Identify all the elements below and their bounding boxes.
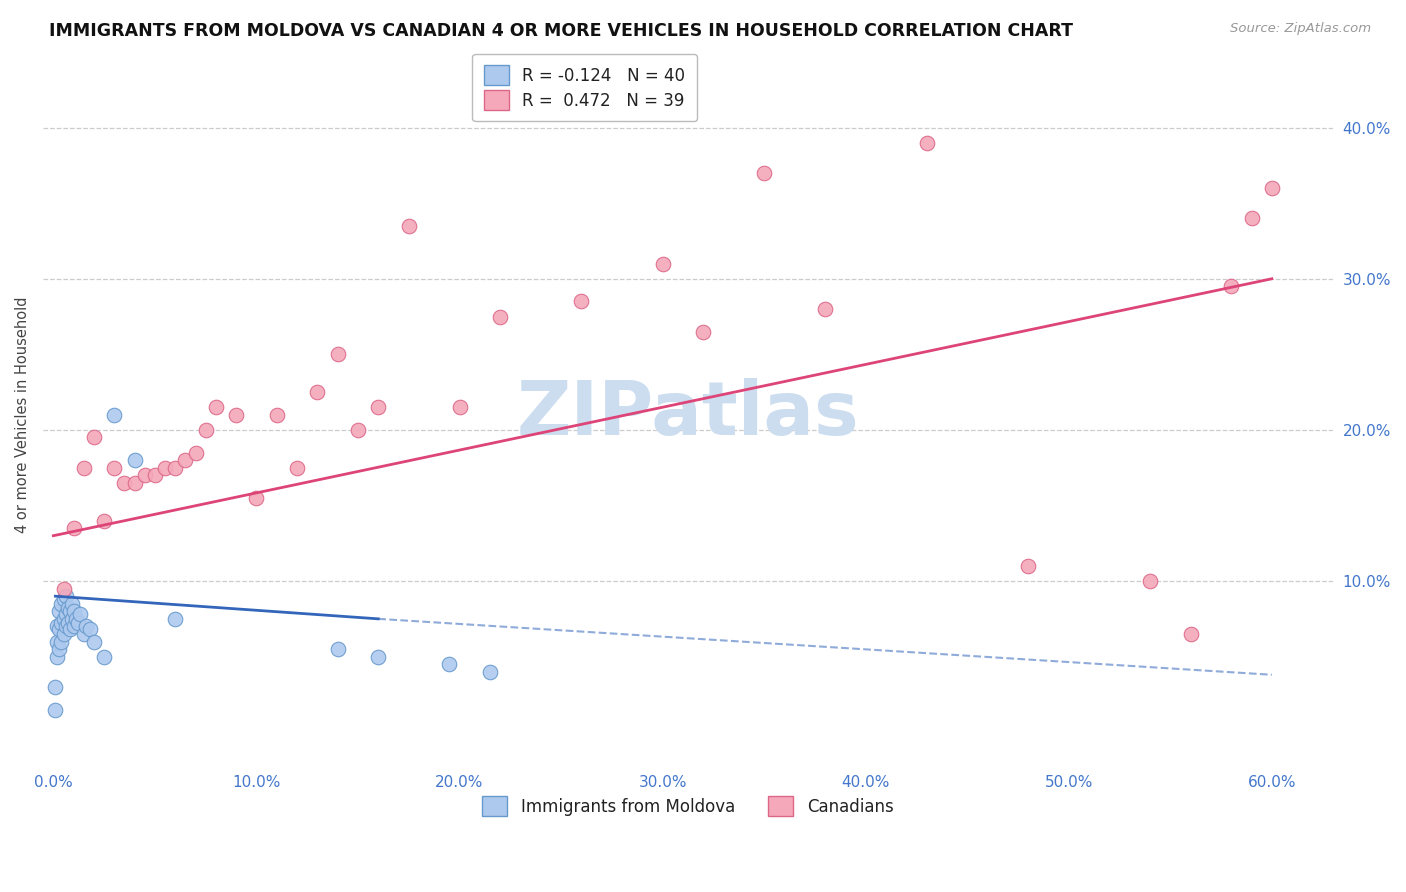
Point bbox=[55, 607, 77, 622]
Point bbox=[143, 468, 166, 483]
Point bbox=[204, 401, 226, 415]
Point bbox=[134, 468, 156, 483]
Point bbox=[51, 616, 73, 631]
Point bbox=[56, 616, 79, 631]
Point bbox=[165, 612, 187, 626]
Point bbox=[112, 475, 135, 490]
Point bbox=[51, 597, 73, 611]
Point bbox=[52, 627, 75, 641]
Point bbox=[266, 408, 288, 422]
Point bbox=[46, 649, 69, 664]
Point bbox=[915, 136, 938, 150]
Point bbox=[73, 460, 96, 475]
Point bbox=[58, 623, 80, 637]
Point bbox=[62, 604, 84, 618]
Point bbox=[367, 649, 389, 664]
Point bbox=[439, 657, 461, 672]
Point bbox=[347, 423, 370, 437]
Point bbox=[58, 604, 80, 618]
Point bbox=[44, 702, 66, 716]
Point bbox=[174, 453, 197, 467]
Point bbox=[165, 460, 187, 475]
Point bbox=[1240, 211, 1263, 226]
Point bbox=[66, 616, 89, 631]
Text: Source: ZipAtlas.com: Source: ZipAtlas.com bbox=[1230, 22, 1371, 36]
Point bbox=[478, 665, 501, 679]
Point bbox=[93, 649, 115, 664]
Point bbox=[93, 514, 115, 528]
Point bbox=[326, 642, 349, 657]
Point bbox=[752, 166, 775, 180]
Point bbox=[52, 612, 75, 626]
Point bbox=[62, 521, 84, 535]
Point bbox=[489, 310, 512, 324]
Point bbox=[46, 619, 69, 633]
Point bbox=[225, 408, 247, 422]
Point bbox=[79, 623, 101, 637]
Point bbox=[307, 385, 329, 400]
Point bbox=[326, 347, 349, 361]
Text: IMMIGRANTS FROM MOLDOVA VS CANADIAN 4 OR MORE VEHICLES IN HOUSEHOLD CORRELATION : IMMIGRANTS FROM MOLDOVA VS CANADIAN 4 OR… bbox=[49, 22, 1073, 40]
Point bbox=[73, 627, 96, 641]
Point bbox=[651, 257, 673, 271]
Point bbox=[153, 460, 176, 475]
Point bbox=[124, 475, 146, 490]
Point bbox=[60, 612, 83, 626]
Point bbox=[1180, 627, 1202, 641]
Y-axis label: 4 or more Vehicles in Household: 4 or more Vehicles in Household bbox=[15, 296, 30, 533]
Point bbox=[285, 460, 308, 475]
Point bbox=[1261, 181, 1284, 195]
Point bbox=[60, 597, 83, 611]
Point bbox=[103, 408, 125, 422]
Point bbox=[46, 634, 69, 648]
Point bbox=[449, 401, 471, 415]
Point bbox=[62, 619, 84, 633]
Point bbox=[69, 607, 91, 622]
Point bbox=[814, 301, 837, 316]
Point bbox=[83, 634, 105, 648]
Point bbox=[569, 294, 592, 309]
Point bbox=[55, 619, 77, 633]
Point bbox=[51, 634, 73, 648]
Point bbox=[1139, 574, 1161, 588]
Point bbox=[367, 401, 389, 415]
Point bbox=[1017, 558, 1039, 573]
Text: ZIPatlas: ZIPatlas bbox=[516, 378, 859, 451]
Point bbox=[245, 491, 267, 505]
Point bbox=[56, 601, 79, 615]
Point bbox=[692, 325, 714, 339]
Point bbox=[48, 642, 70, 657]
Point bbox=[48, 623, 70, 637]
Point bbox=[65, 612, 87, 626]
Point bbox=[75, 619, 97, 633]
Point bbox=[398, 219, 420, 233]
Point bbox=[83, 430, 105, 444]
Point bbox=[194, 423, 217, 437]
Point bbox=[184, 445, 207, 459]
Point bbox=[124, 453, 146, 467]
Point bbox=[48, 604, 70, 618]
Point bbox=[52, 582, 75, 596]
Point bbox=[55, 589, 77, 603]
Legend: Immigrants from Moldova, Canadians: Immigrants from Moldova, Canadians bbox=[472, 787, 904, 826]
Point bbox=[103, 460, 125, 475]
Point bbox=[52, 592, 75, 607]
Point bbox=[44, 680, 66, 694]
Point bbox=[1220, 279, 1243, 293]
